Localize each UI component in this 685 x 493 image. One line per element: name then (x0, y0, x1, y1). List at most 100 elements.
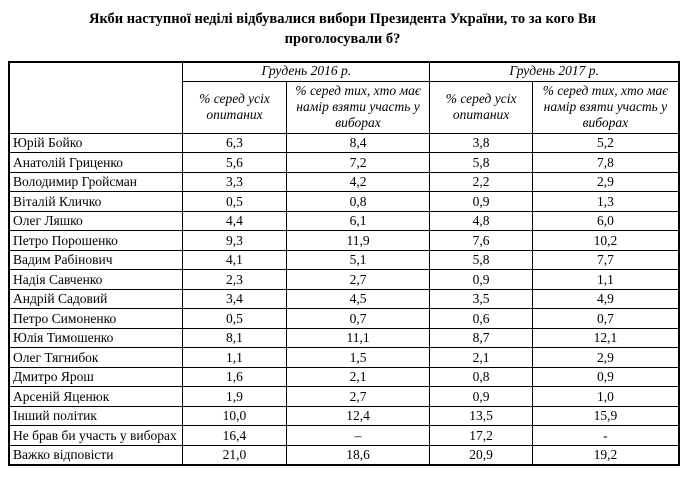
row-value: 1,1 (531, 269, 680, 290)
row-value: 0,9 (531, 366, 680, 388)
row-value: 3,4 (182, 288, 287, 310)
row-value: 4,4 (182, 210, 287, 232)
row-value: 20,9 (429, 444, 533, 466)
table-row: Надія Савченко 2,3 2,7 0,9 1,1 (8, 269, 680, 290)
row-label: Інший політик (8, 405, 184, 427)
row-value: 10,2 (531, 230, 680, 251)
table-row: Важко відповісти 21,0 18,6 20,9 19,2 (8, 444, 680, 466)
row-value: 3,8 (429, 132, 533, 154)
row-value: 0,5 (182, 191, 287, 212)
row-value: 0,8 (285, 191, 431, 212)
group-header-dec-2017: Грудень 2017 р. (429, 61, 680, 82)
row-value: 0,7 (531, 308, 680, 329)
table-row: Арсеній Яценюк 1,9 2,7 0,9 1,0 (8, 386, 680, 407)
row-value: 3,3 (182, 171, 287, 193)
row-value: 7,8 (531, 152, 680, 173)
row-label: Надія Савченко (8, 269, 184, 290)
row-value: 4,5 (285, 288, 431, 310)
row-label: Юрій Бойко (8, 132, 184, 154)
group-header-row: Грудень 2016 р. Грудень 2017 р. (8, 61, 680, 134)
row-value: 0,5 (182, 308, 287, 329)
row-value: 5,1 (285, 249, 431, 271)
page: Якби наступної неділі відбувалися вибори… (0, 9, 685, 493)
row-label: Віталій Кличко (8, 191, 184, 212)
subheader-2017-intend: % серед тих, хто має намір взяти участь … (531, 80, 680, 134)
row-label: Андрій Садовий (8, 288, 184, 310)
row-value: 8,4 (285, 132, 431, 154)
row-value: 2,9 (531, 347, 680, 368)
row-value: 12,1 (531, 327, 680, 349)
row-value: 1,6 (182, 366, 287, 388)
table-row: Олег Ляшко 4,4 6,1 4,8 6,0 (8, 210, 680, 232)
row-value: 5,6 (182, 152, 287, 173)
row-value: 0,9 (429, 386, 533, 407)
table-row: Петро Порошенко 9,3 11,9 7,6 10,2 (8, 230, 680, 251)
row-value: 19,2 (531, 444, 680, 466)
row-value: 2,1 (429, 347, 533, 368)
row-label: Анатолій Гриценко (8, 152, 184, 173)
row-value: - (531, 425, 680, 446)
row-value: 17,2 (429, 425, 533, 446)
row-value: 8,7 (429, 327, 533, 349)
table-row: Вадим Рабінович 4,1 5,1 5,8 7,7 (8, 249, 680, 271)
row-label: Юлія Тимошенко (8, 327, 184, 349)
corner-cell (8, 61, 184, 134)
row-value: 0,8 (429, 366, 533, 388)
table-row: Олег Тягнибок 1,1 1,5 2,1 2,9 (8, 347, 680, 368)
row-value: 6,0 (531, 210, 680, 232)
row-value: 2,7 (285, 269, 431, 290)
row-value: 7,6 (429, 230, 533, 251)
row-value: 15,9 (531, 405, 680, 427)
row-value: 2,1 (285, 366, 431, 388)
row-label: Петро Порошенко (8, 230, 184, 251)
subheader-2016-all: % серед усіх опитаних (182, 80, 287, 134)
table-row: Юрій Бойко 6,3 8,4 3,8 5,2 (8, 132, 680, 154)
row-value: 7,7 (531, 249, 680, 271)
row-value: 3,5 (429, 288, 533, 310)
row-value: 4,8 (429, 210, 533, 232)
row-value: 1,3 (531, 191, 680, 212)
row-value: 11,1 (285, 327, 431, 349)
row-value: 21,0 (182, 444, 287, 466)
row-value: 5,8 (429, 249, 533, 271)
row-label: Олег Ляшко (8, 210, 184, 232)
row-value: 16,4 (182, 425, 287, 446)
row-value: 18,6 (285, 444, 431, 466)
row-value: 1,9 (182, 386, 287, 407)
table-row: Юлія Тимошенко 8,1 11,1 8,7 12,1 (8, 327, 680, 349)
row-value: 2,9 (531, 171, 680, 193)
row-value: 4,1 (182, 249, 287, 271)
table-row: Володимир Гройсман 3,3 4,2 2,2 2,9 (8, 171, 680, 193)
row-value: 7,2 (285, 152, 431, 173)
table-row: Андрій Садовий 3,4 4,5 3,5 4,9 (8, 288, 680, 310)
table-row: Анатолій Гриценко 5,6 7,2 5,8 7,8 (8, 152, 680, 173)
row-value: 6,1 (285, 210, 431, 232)
row-label: Арсеній Яценюк (8, 386, 184, 407)
page-title: Якби наступної неділі відбувалися вибори… (89, 11, 596, 47)
row-value: 13,5 (429, 405, 533, 427)
row-value: 5,8 (429, 152, 533, 173)
table-row: Віталій Кличко 0,5 0,8 0,9 1,3 (8, 191, 680, 212)
row-label: Дмитро Ярош (8, 366, 184, 388)
row-value: 1,5 (285, 347, 431, 368)
row-value: 4,9 (531, 288, 680, 310)
table-row: Інший політик 10,0 12,4 13,5 15,9 (8, 405, 680, 427)
row-value: 2,3 (182, 269, 287, 290)
row-label: Важко відповісти (8, 444, 184, 466)
row-value: 4,2 (285, 171, 431, 193)
row-value: 0,9 (429, 191, 533, 212)
row-value: 5,2 (531, 132, 680, 154)
row-value: 2,7 (285, 386, 431, 407)
row-label: Петро Симоненко (8, 308, 184, 329)
row-value: 9,3 (182, 230, 287, 251)
table-row: Дмитро Ярош 1,6 2,1 0,8 0,9 (8, 366, 680, 388)
subheader-2016-intend: % серед тих, хто має намір взяти участь … (285, 80, 431, 134)
poll-results-table: Грудень 2016 р. Грудень 2017 р. % серед … (8, 61, 680, 466)
row-label: Олег Тягнибок (8, 347, 184, 368)
row-value: 0,6 (429, 308, 533, 329)
row-value: 6,3 (182, 132, 287, 154)
row-value: 2,2 (429, 171, 533, 193)
row-value: 12,4 (285, 405, 431, 427)
sub-header-row: % серед усіх опитаних % серед тих, хто м… (9, 80, 680, 134)
table-row: Петро Симоненко 0,5 0,7 0,6 0,7 (8, 308, 680, 329)
